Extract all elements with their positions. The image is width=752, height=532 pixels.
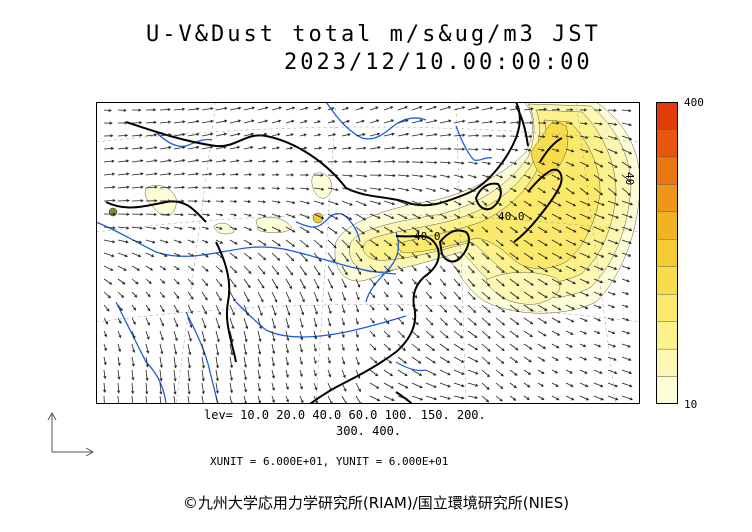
legend-swatch <box>656 266 678 295</box>
legend-swatch <box>656 293 678 322</box>
legend-swatch <box>656 184 678 213</box>
dust-wind-map: 40.0 40.0 40 <box>96 102 640 404</box>
coastlines-and-borders <box>105 102 563 404</box>
color-legend-bar <box>656 102 678 404</box>
legend-swatch <box>656 321 678 350</box>
legend-swatch <box>656 129 678 158</box>
map-title-datetime: 2023/12/10.00:00:00 <box>284 50 593 75</box>
legend-swatch <box>656 211 678 240</box>
legend-swatch <box>656 348 678 377</box>
contour-label-40-west: 40.0 <box>414 230 441 243</box>
wind-vector-field <box>102 105 634 404</box>
rivers <box>96 102 493 404</box>
contour-label-40-central: 40.0 <box>498 210 525 223</box>
legend-swatch <box>656 156 678 185</box>
axes-arrow-icon <box>47 411 95 456</box>
legend-swatch <box>656 102 678 130</box>
contour-levels-line2: 300. 400. <box>336 424 402 438</box>
contour-levels-line1: lev= 10.0 20.0 40.0 60.0 100. 150. 200. <box>204 408 486 422</box>
legend-swatch <box>656 376 678 404</box>
legend-min-label: 10 <box>684 398 698 411</box>
legend-swatch <box>656 239 678 267</box>
map-graticule <box>96 102 640 404</box>
contour-labels: 40.0 40.0 40 <box>414 172 636 243</box>
legend-max-label: 400 <box>684 96 704 109</box>
dust-concentration-shading <box>108 102 640 314</box>
map-title-variable: U-V&Dust total m/s&ug/m3 JST <box>146 22 601 47</box>
vector-unit-label: XUNIT = 6.000E+01, YUNIT = 6.000E+01 <box>210 455 449 468</box>
contour-label-40-east: 40 <box>623 172 636 185</box>
copyright-credit: ©九州大学応用力学研究所(RIAM)/国立環境研究所(NIES) <box>182 494 570 512</box>
